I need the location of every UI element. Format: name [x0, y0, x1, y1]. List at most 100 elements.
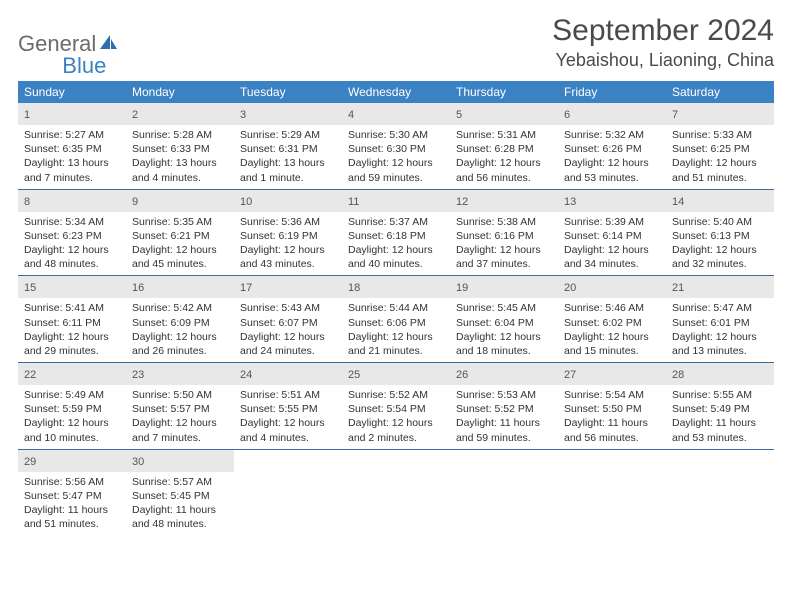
day-number: 29	[24, 456, 36, 468]
calendar-day-cell: 29 Sunrise: 5:56 AMSunset: 5:47 PMDayligh…	[18, 450, 126, 536]
calendar-day-cell	[666, 450, 774, 536]
daylight-line: Daylight: 11 hours and 59 minutes.	[456, 416, 552, 444]
day-number: 14	[672, 196, 684, 208]
day-number-row: 18	[342, 276, 450, 298]
day-number: 16	[132, 282, 144, 294]
sunrise-line: Sunrise: 5:54 AM	[564, 388, 660, 402]
sunset-line: Sunset: 5:55 PM	[240, 402, 336, 416]
sunset-line: Sunset: 6:01 PM	[672, 316, 768, 330]
calendar-day-cell: 24Sunrise: 5:51 AMSunset: 5:55 PMDayligh…	[234, 363, 342, 449]
sunset-line: Sunset: 5:52 PM	[456, 402, 552, 416]
day-number: 12	[456, 196, 468, 208]
sunrise-line: Sunrise: 5:47 AM	[672, 301, 768, 315]
daylight-line: Daylight: 12 hours and 34 minutes.	[564, 243, 660, 271]
daylight-line: Daylight: 12 hours and 15 minutes.	[564, 330, 660, 358]
day-body: Sunrise: 5:30 AMSunset: 6:30 PMDaylight:…	[342, 125, 450, 189]
sunrise-line: Sunrise: 5:43 AM	[240, 301, 336, 315]
daylight-line: Daylight: 12 hours and 13 minutes.	[672, 330, 768, 358]
sunrise-line: Sunrise: 5:52 AM	[348, 388, 444, 402]
daylight-line: Daylight: 12 hours and 24 minutes.	[240, 330, 336, 358]
sunrise-line: Sunrise: 5:35 AM	[132, 215, 228, 229]
calendar-day-cell: 10 Sunrise: 5:36 AMSunset: 6:19 PMDayligh…	[234, 190, 342, 276]
day-number: 8	[24, 196, 30, 208]
weekday-header: Friday	[558, 81, 666, 103]
sunset-line: Sunset: 6:23 PM	[24, 229, 120, 243]
sunrise-line: Sunrise: 5:30 AM	[348, 128, 444, 142]
daylight-line: Daylight: 13 hours and 4 minutes.	[132, 156, 228, 184]
day-number-row: 4	[342, 103, 450, 125]
day-number-row: 9	[126, 190, 234, 212]
day-number-row: 21	[666, 276, 774, 298]
sunset-line: Sunset: 6:35 PM	[24, 142, 120, 156]
sunrise-line: Sunrise: 5:27 AM	[24, 128, 120, 142]
calendar-day-cell: 23Sunrise: 5:50 AMSunset: 5:57 PMDayligh…	[126, 363, 234, 449]
day-number-row: 2	[126, 103, 234, 125]
daylight-line: Daylight: 12 hours and 40 minutes.	[348, 243, 444, 271]
day-number: 15	[24, 282, 36, 294]
day-number: 2	[132, 109, 138, 121]
day-number: 11	[348, 196, 359, 208]
day-body: Sunrise: 5:47 AMSunset: 6:01 PMDaylight:…	[666, 298, 774, 362]
weekday-header-row: SundayMondayTuesdayWednesdayThursdayFrid…	[18, 81, 774, 103]
day-number-row: 3	[234, 103, 342, 125]
sunrise-line: Sunrise: 5:45 AM	[456, 301, 552, 315]
daylight-line: Daylight: 12 hours and 29 minutes.	[24, 330, 120, 358]
calendar-day-cell: 7Sunrise: 5:33 AMSunset: 6:25 PMDaylight…	[666, 103, 774, 189]
calendar-week-row: 22Sunrise: 5:49 AMSunset: 5:59 PMDayligh…	[18, 363, 774, 450]
daylight-line: Daylight: 12 hours and 43 minutes.	[240, 243, 336, 271]
day-number-row: 17	[234, 276, 342, 298]
day-body: Sunrise: 5:44 AMSunset: 6:06 PMDaylight:…	[342, 298, 450, 362]
sunrise-line: Sunrise: 5:37 AM	[348, 215, 444, 229]
day-number: 10	[240, 196, 252, 208]
sunset-line: Sunset: 5:59 PM	[24, 402, 120, 416]
sunset-line: Sunset: 5:49 PM	[672, 402, 768, 416]
day-number-row: 24	[234, 363, 342, 385]
calendar-week-row: 1Sunrise: 5:27 AMSunset: 6:35 PMDaylight…	[18, 103, 774, 190]
calendar-day-cell: 13Sunrise: 5:39 AMSunset: 6:14 PMDayligh…	[558, 190, 666, 276]
day-body: Sunrise: 5:56 AMSunset: 5:47 PMDaylight:…	[18, 472, 126, 536]
day-number: 4	[348, 109, 354, 121]
sunset-line: Sunset: 6:14 PM	[564, 229, 660, 243]
day-body: Sunrise: 5:31 AMSunset: 6:28 PMDaylight:…	[450, 125, 558, 189]
day-body: Sunrise: 5:36 AMSunset: 6:19 PMDaylight:…	[234, 212, 342, 276]
calendar-day-cell	[558, 450, 666, 536]
day-body: Sunrise: 5:29 AMSunset: 6:31 PMDaylight:…	[234, 125, 342, 189]
day-body: Sunrise: 5:28 AMSunset: 6:33 PMDaylight:…	[126, 125, 234, 189]
calendar-day-cell: 17 Sunrise: 5:43 AMSunset: 6:07 PMDayligh…	[234, 276, 342, 362]
day-body: Sunrise: 5:52 AMSunset: 5:54 PMDaylight:…	[342, 385, 450, 449]
daylight-line: Daylight: 12 hours and 45 minutes.	[132, 243, 228, 271]
daylight-line: Daylight: 11 hours and 48 minutes.	[132, 503, 228, 531]
header: General Blue September 2024 Yebaishou, L…	[18, 14, 774, 71]
day-number-row: 8	[18, 190, 126, 212]
calendar-day-cell: 28Sunrise: 5:55 AMSunset: 5:49 PMDayligh…	[666, 363, 774, 449]
sunset-line: Sunset: 6:33 PM	[132, 142, 228, 156]
sunset-line: Sunset: 6:21 PM	[132, 229, 228, 243]
daylight-line: Daylight: 11 hours and 51 minutes.	[24, 503, 120, 531]
daylight-line: Daylight: 12 hours and 10 minutes.	[24, 416, 120, 444]
daylight-line: Daylight: 12 hours and 56 minutes.	[456, 156, 552, 184]
calendar-day-cell: 9 Sunrise: 5:35 AMSunset: 6:21 PMDaylight…	[126, 190, 234, 276]
calendar-day-cell: 30Sunrise: 5:57 AMSunset: 5:45 PMDayligh…	[126, 450, 234, 536]
sunset-line: Sunset: 6:09 PM	[132, 316, 228, 330]
daylight-line: Daylight: 12 hours and 53 minutes.	[564, 156, 660, 184]
calendar-day-cell: 15Sunrise: 5:41 AMSunset: 6:11 PMDayligh…	[18, 276, 126, 362]
day-number: 25	[348, 369, 360, 381]
calendar-day-cell: 18Sunrise: 5:44 AMSunset: 6:06 PMDayligh…	[342, 276, 450, 362]
day-number: 19	[456, 282, 468, 294]
sunset-line: Sunset: 6:06 PM	[348, 316, 444, 330]
calendar-day-cell	[450, 450, 558, 536]
sunrise-line: Sunrise: 5:53 AM	[456, 388, 552, 402]
day-body: Sunrise: 5:42 AMSunset: 6:09 PMDaylight:…	[126, 298, 234, 362]
day-number-row: 5	[450, 103, 558, 125]
sunset-line: Sunset: 6:07 PM	[240, 316, 336, 330]
daylight-line: Daylight: 11 hours and 56 minutes.	[564, 416, 660, 444]
calendar-day-cell: 20Sunrise: 5:46 AMSunset: 6:02 PMDayligh…	[558, 276, 666, 362]
calendar-day-cell: 6Sunrise: 5:32 AMSunset: 6:26 PMDaylight…	[558, 103, 666, 189]
sunrise-line: Sunrise: 5:46 AM	[564, 301, 660, 315]
day-number-row: 28	[666, 363, 774, 385]
day-number-row: 23	[126, 363, 234, 385]
calendar-day-cell: 21Sunrise: 5:47 AMSunset: 6:01 PMDayligh…	[666, 276, 774, 362]
daylight-line: Daylight: 12 hours and 21 minutes.	[348, 330, 444, 358]
day-number: 6	[564, 109, 570, 121]
title-block: September 2024 Yebaishou, Liaoning, Chin…	[552, 14, 774, 71]
